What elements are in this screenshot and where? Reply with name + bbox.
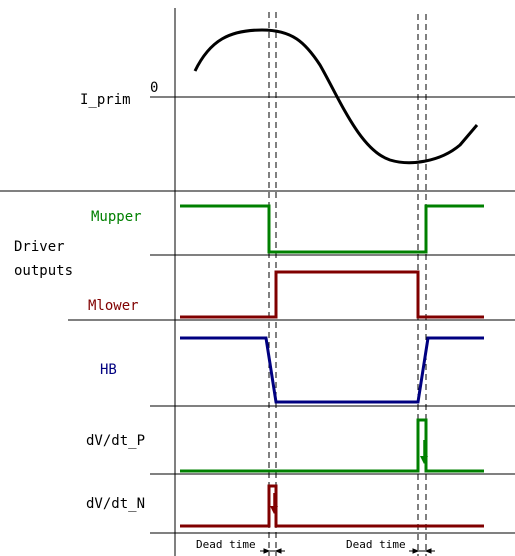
mlower-label: Mlower xyxy=(88,298,139,314)
hb-waveform xyxy=(180,336,484,404)
mlower-waveform xyxy=(180,270,484,319)
dead-time-dimension-2 xyxy=(409,548,435,554)
dead-time-label-1: Dead time xyxy=(196,538,256,551)
dvdt-n-arrowhead-icon xyxy=(270,506,278,514)
zero-label: 0 xyxy=(150,80,158,96)
dvdt-n-label: dV/dt_N xyxy=(86,496,145,512)
dead-time-label-2: Dead time xyxy=(346,538,406,551)
dvdt-n-waveform xyxy=(180,484,484,528)
mupper-waveform xyxy=(180,204,484,254)
hb-label: HB xyxy=(100,362,117,378)
iprim-label: I_prim xyxy=(80,92,131,108)
driver-outputs-label-line1: Driver xyxy=(14,239,65,255)
driver-outputs-label-line2: outputs xyxy=(14,263,73,279)
mupper-label: Mupper xyxy=(91,209,142,225)
dvdt-p-waveform xyxy=(180,418,484,473)
iprim-waveform xyxy=(193,28,479,165)
dvdt-p-arrowhead-icon xyxy=(420,456,428,464)
dead-time-dimension-1 xyxy=(260,548,285,554)
dvdt-p-label: dV/dt_P xyxy=(86,433,145,449)
